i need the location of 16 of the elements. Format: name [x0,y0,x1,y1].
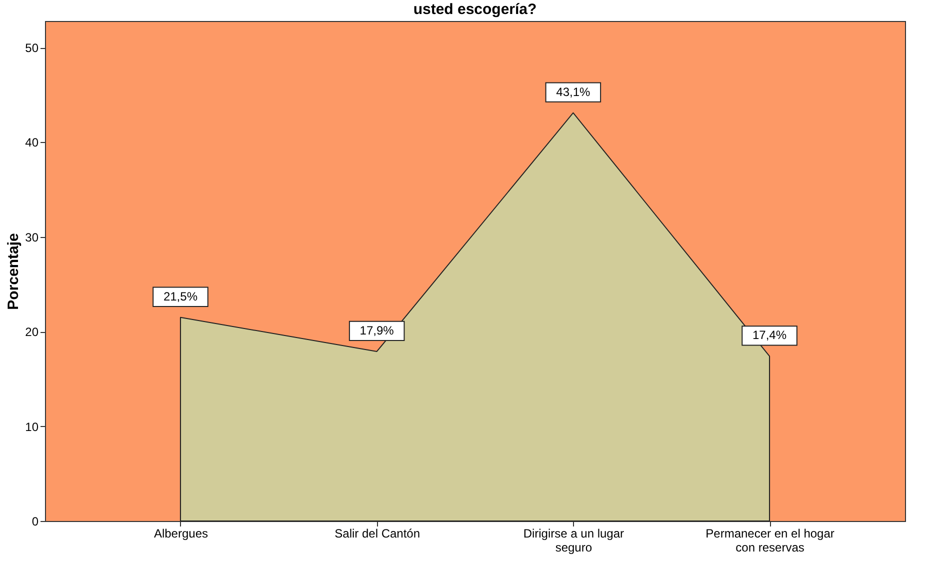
data-label: 43,1% [556,84,591,99]
x-tick-label: Salir del Cantón [334,526,420,540]
data-label: 17,9% [360,323,394,338]
x-tick-label: Dirigirse a un lugar seguro [523,526,624,554]
x-tick-label: Albergues [154,526,208,540]
y-tick-label: 20 [25,325,39,340]
y-axis-title: Porcentaje [5,233,22,310]
x-tick-label: Permanecer en el hogar con reservas [706,526,834,554]
data-label: 17,4% [752,328,787,342]
y-tick-label: 30 [25,230,39,244]
y-tick-label: 50 [25,41,39,56]
data-label: 21,5% [163,289,198,304]
y-tick-label: 0 [32,514,39,528]
y-tick-label: 40 [25,136,39,150]
y-tick-label: 10 [25,420,39,434]
chart-title: usted escogería? [413,1,537,18]
